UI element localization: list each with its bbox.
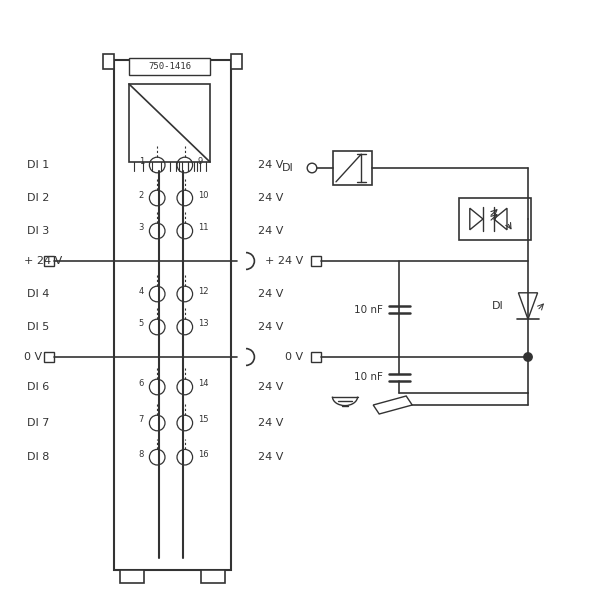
Bar: [114, 60, 231, 570]
Polygon shape: [470, 208, 483, 230]
Text: 24 V: 24 V: [258, 382, 283, 392]
Text: 8: 8: [139, 450, 144, 458]
Text: + 24 V: + 24 V: [265, 256, 303, 266]
Text: 24 V: 24 V: [258, 418, 283, 428]
Text: 24 V: 24 V: [258, 322, 283, 332]
Polygon shape: [518, 293, 538, 319]
Text: 24 V: 24 V: [258, 226, 283, 236]
Text: 15: 15: [198, 415, 209, 425]
Text: 1: 1: [139, 157, 144, 166]
Text: 0 V: 0 V: [24, 352, 42, 362]
Text: DI 2: DI 2: [27, 193, 49, 203]
Text: 750-1416: 750-1416: [148, 62, 191, 71]
Text: 5: 5: [139, 319, 144, 329]
Text: DI: DI: [492, 301, 504, 311]
Text: 2: 2: [139, 191, 144, 199]
Text: + 24 V: + 24 V: [24, 256, 62, 266]
Text: DI 3: DI 3: [27, 226, 49, 236]
Text: 12: 12: [198, 286, 209, 295]
Text: 24 V: 24 V: [258, 160, 283, 170]
Text: DI: DI: [282, 163, 294, 173]
Text: 16: 16: [198, 450, 209, 458]
Bar: [129, 58, 210, 75]
Bar: [44, 352, 54, 362]
Text: DI 4: DI 4: [27, 289, 49, 299]
Polygon shape: [373, 396, 412, 414]
Text: DI 5: DI 5: [27, 322, 49, 332]
Text: 10 nF: 10 nF: [353, 305, 383, 314]
Text: DI 6: DI 6: [27, 382, 49, 392]
Bar: [333, 151, 372, 185]
Circle shape: [524, 353, 532, 361]
Text: 10: 10: [198, 191, 209, 199]
Text: 3: 3: [139, 223, 144, 232]
Text: DI 7: DI 7: [27, 418, 49, 428]
Bar: [459, 198, 531, 240]
Text: 7: 7: [139, 415, 144, 425]
Text: 9: 9: [198, 157, 203, 166]
Bar: [201, 570, 225, 583]
Text: 13: 13: [198, 319, 209, 329]
Bar: [129, 84, 210, 162]
Text: 6: 6: [139, 379, 144, 389]
Bar: [44, 256, 54, 266]
Text: 4: 4: [139, 286, 144, 295]
Bar: [120, 570, 144, 583]
Text: 10 nF: 10 nF: [353, 373, 383, 382]
Text: 24 V: 24 V: [258, 193, 283, 203]
Text: 24 V: 24 V: [258, 289, 283, 299]
Bar: [311, 256, 321, 266]
Bar: [311, 352, 321, 362]
Bar: [231, 54, 242, 69]
Polygon shape: [494, 208, 507, 230]
Text: 24 V: 24 V: [258, 452, 283, 462]
Text: 11: 11: [198, 223, 209, 232]
Text: DI 1: DI 1: [27, 160, 49, 170]
Text: 14: 14: [198, 379, 209, 389]
Text: 0 V: 0 V: [285, 352, 303, 362]
Bar: [103, 54, 114, 69]
Text: DI 8: DI 8: [27, 452, 49, 462]
